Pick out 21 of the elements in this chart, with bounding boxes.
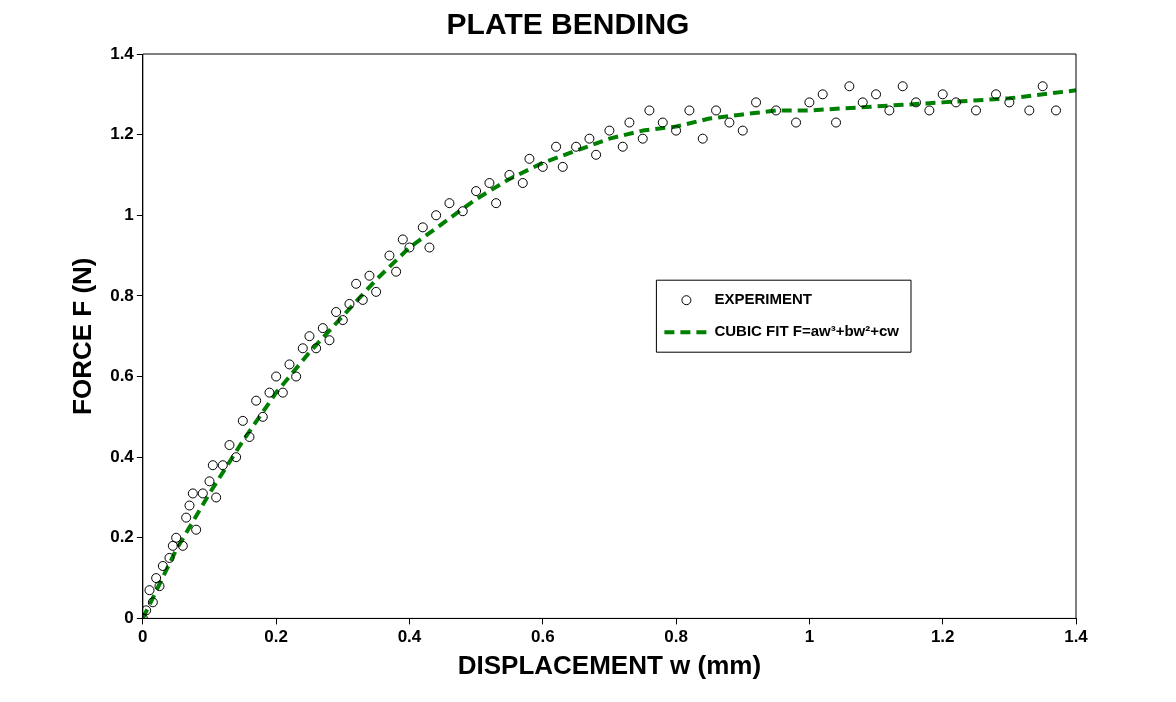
y-tick-label: 0.6 xyxy=(110,366,134,386)
y-tick-label: 0.2 xyxy=(110,527,134,547)
x-axis-title: DISPLACEMENT w (mm) xyxy=(457,649,762,680)
y-tick-label: 1 xyxy=(124,204,134,224)
y-tick-label: 0.8 xyxy=(110,285,134,305)
x-tick-label: 0.4 xyxy=(397,627,422,647)
y-tick-label: 0 xyxy=(124,608,134,628)
x-tick-label: 0 xyxy=(138,627,148,647)
x-tick-label: 0.6 xyxy=(530,627,555,647)
x-tick-label: 0.8 xyxy=(664,627,688,647)
x-tick-label: 1.2 xyxy=(930,627,955,647)
y-axis-title: FORCE F (N) xyxy=(66,257,97,415)
legend-label: CUBIC FIT F=aw³+bw²+cw xyxy=(714,322,900,340)
y-tick-label: 1.2 xyxy=(110,124,134,144)
chart-title: PLATE BENDING xyxy=(446,7,690,41)
legend-label: EXPERIMENT xyxy=(714,290,812,308)
x-tick-label: 0.2 xyxy=(264,627,288,647)
x-tick-label: 1.4 xyxy=(1064,627,1089,647)
x-tick-label: 1 xyxy=(804,627,815,647)
y-tick-label: 1.4 xyxy=(110,43,135,63)
y-tick-label: 0.4 xyxy=(110,446,135,466)
